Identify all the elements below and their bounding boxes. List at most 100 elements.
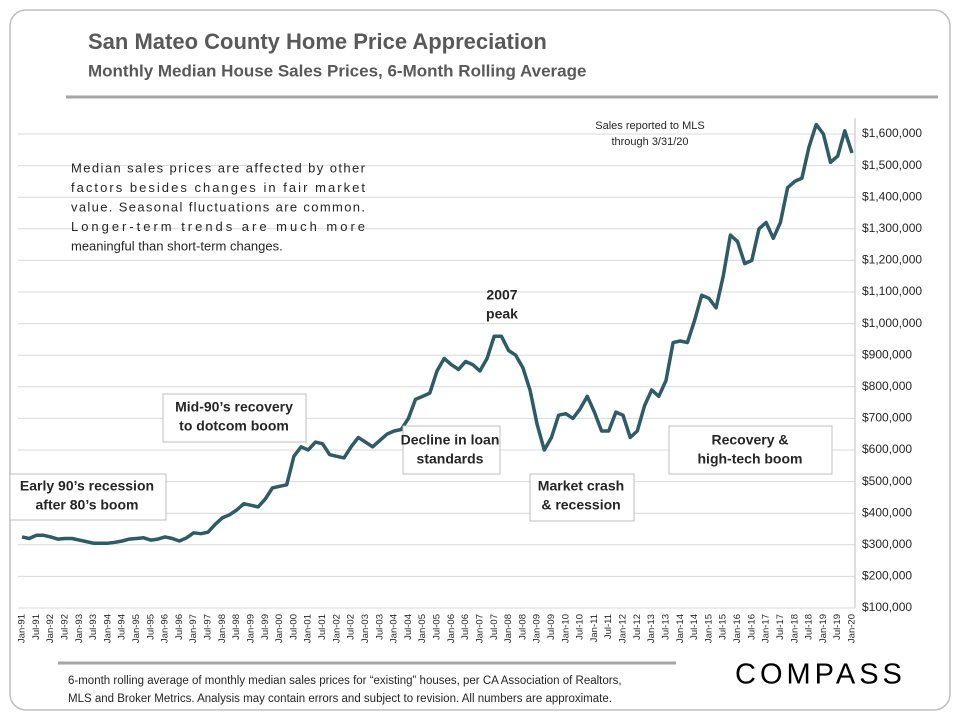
x-tick-label: Jan-02 [331, 614, 342, 643]
y-tick-label: $900,000 [862, 347, 912, 361]
annotation-box [9, 473, 167, 521]
x-tick-label: Jul-16 [746, 614, 757, 640]
x-tick-label: Jan-18 [789, 614, 800, 643]
y-tick-label: $600,000 [862, 442, 912, 456]
x-tick-label: Jul-00 [288, 614, 299, 640]
x-tick-label: Jul-18 [804, 614, 815, 640]
x-tick-label: Jul-06 [460, 614, 471, 640]
x-tick-label: Jan-00 [274, 614, 285, 643]
annotation: Recovery & [711, 432, 788, 448]
x-tick-label: Jan-92 [45, 614, 56, 643]
x-tick-label: Jan-09 [532, 614, 543, 643]
x-tick-label: Jul-14 [689, 614, 700, 640]
note: factors besides changes in fair market [71, 180, 365, 195]
annotation-box [529, 473, 635, 522]
x-tick-label: Jul-11 [603, 614, 614, 639]
price-line [21, 122, 854, 545]
y-tick-label: $200,000 [862, 569, 912, 583]
y-tick-label: $800,000 [862, 379, 912, 393]
x-tick-label: Jul-13 [660, 614, 671, 640]
note: Median sales prices are affected by othe… [71, 160, 366, 175]
x-tick-label: Jan-98 [217, 614, 228, 643]
y-tick-label: $1,100,000 [862, 284, 922, 298]
logo: COMPASS [735, 659, 906, 691]
y-tick-label: $100,000 [862, 600, 912, 614]
annotation: standards [417, 451, 484, 467]
x-tick-label: Jul-93 [88, 614, 99, 640]
x-tick-label: Jul-09 [546, 614, 557, 640]
x-tick-label: Jul-98 [231, 614, 242, 640]
y-tick-label: $400,000 [862, 505, 912, 519]
footnote: 6-month rolling average of monthly media… [68, 675, 622, 687]
annotation: high-tech boom [698, 451, 803, 467]
annotation: Early 90’s recession [20, 478, 154, 494]
x-tick-label: Jan-11 [589, 614, 600, 642]
x-tick-label: Jan-96 [160, 614, 171, 643]
x-tick-label: Jul-02 [346, 614, 357, 640]
x-tick-label: Jul-15 [718, 614, 729, 640]
x-tick-label: Jan-10 [560, 614, 571, 643]
annotation: Mid-90’s recovery [175, 399, 293, 415]
y-tick-label: $500,000 [862, 474, 912, 488]
x-tick-label: Jul-03 [374, 614, 385, 640]
x-tick-label: Jan-95 [131, 614, 142, 643]
annotation: 2007 [486, 287, 517, 303]
x-tick-label: Jan-12 [618, 614, 629, 643]
x-tick-label: Jul-94 [117, 614, 128, 640]
y-tick-label: $1,000,000 [862, 316, 922, 330]
footnote: MLS and Broker Metrics. Analysis may con… [68, 693, 612, 705]
x-tick-label: Jul-91 [31, 614, 42, 640]
x-tick-label: Jul-12 [632, 614, 643, 640]
x-tick-label: Jul-01 [317, 614, 328, 640]
slide-border [9, 9, 951, 711]
annotation: through 3/31/20 [611, 136, 688, 148]
x-tick-label: Jan-03 [360, 614, 371, 643]
y-tick-label: $700,000 [862, 411, 912, 425]
y-tick-label: $1,300,000 [862, 221, 922, 235]
y-tick-label: $300,000 [862, 537, 912, 551]
x-tick-label: Jan-05 [417, 614, 428, 643]
x-tick-label: Jan-19 [818, 614, 829, 643]
x-tick-label: Jan-08 [503, 614, 514, 643]
x-tick-label: Jul-17 [775, 614, 786, 640]
x-tick-label: Jan-04 [389, 614, 400, 643]
x-tick-label: Jan-15 [703, 614, 714, 643]
y-tick-label: $1,500,000 [862, 158, 922, 172]
x-tick-label: Jan-91 [17, 614, 28, 643]
x-tick-label: Jul-99 [260, 614, 271, 640]
annotation-box [162, 393, 307, 443]
x-tick-label: Jan-97 [188, 614, 199, 643]
chart-subtitle: Monthly Median House Sales Prices, 6-Mon… [88, 61, 586, 80]
x-tick-label: Jul-10 [575, 614, 586, 640]
x-tick-label: Jan-17 [761, 614, 772, 643]
x-tick-label: Jul-19 [832, 614, 843, 640]
x-tick-label: Jul-96 [174, 614, 185, 640]
y-tick-label: $1,600,000 [862, 126, 922, 140]
y-tick-label: $1,400,000 [862, 189, 922, 203]
y-tick-label: $1,200,000 [862, 253, 922, 267]
note: Longer-term trends are much more [71, 219, 365, 234]
annotation: after 80’s boom [36, 497, 139, 513]
annotation-box [668, 425, 833, 475]
x-tick-label: Jul-07 [489, 614, 500, 640]
x-tick-label: Jan-99 [245, 614, 256, 643]
x-tick-label: Jan-07 [474, 614, 485, 643]
annotation: Decline in loan [401, 432, 500, 448]
annotation: peak [486, 306, 518, 322]
x-tick-label: Jan-16 [732, 614, 743, 643]
annotation: & recession [541, 497, 620, 513]
x-tick-label: Jan-06 [446, 614, 457, 643]
x-tick-label: Jan-20 [847, 614, 858, 643]
x-tick-label: Jan-14 [675, 614, 686, 643]
annotation-box [402, 425, 501, 475]
x-tick-label: Jul-08 [517, 614, 528, 640]
x-tick-label: Jul-92 [59, 614, 70, 640]
note: meaningful than short-term changes. [71, 238, 283, 253]
x-tick-label: Jan-94 [102, 614, 113, 643]
annotation: Sales reported to MLS [595, 120, 704, 132]
annotation: to dotcom boom [179, 418, 289, 434]
annotation: Market crash [538, 478, 624, 494]
x-tick-label: Jul-97 [203, 614, 214, 640]
x-tick-label: Jul-04 [403, 614, 414, 640]
